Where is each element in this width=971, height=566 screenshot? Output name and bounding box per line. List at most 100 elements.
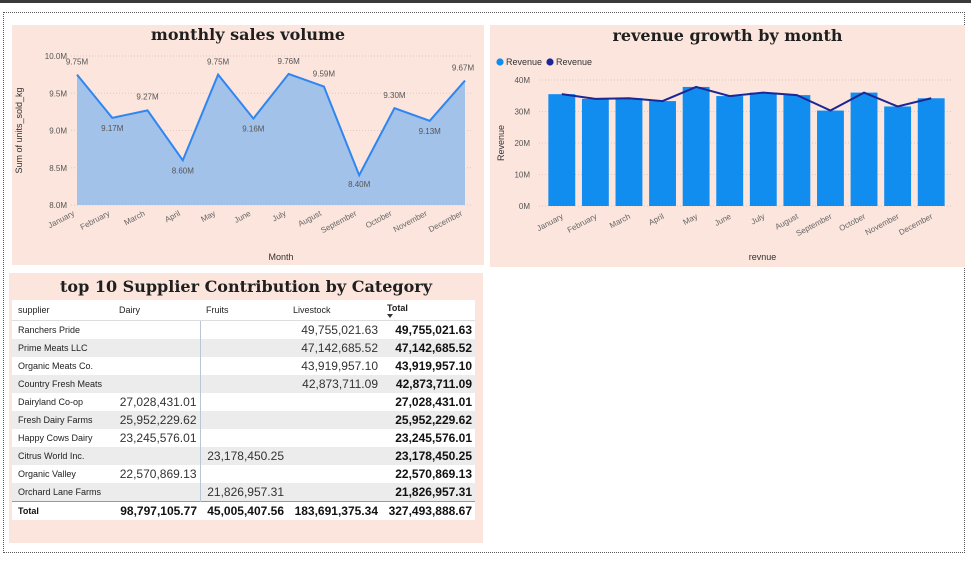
- cell-fruits: 23,178,450.25: [200, 447, 287, 465]
- sales-data-label: 9.30M: [383, 91, 406, 100]
- rev-bar: [548, 94, 576, 206]
- cell-fruits: [200, 339, 287, 357]
- table-row[interactable]: Prime Meats LLC 47,142,685.52 47,142,685.5…: [12, 339, 475, 357]
- sales-ytick-label: 9.0M: [49, 127, 67, 136]
- cell-total: 22,570,869.13: [381, 465, 475, 483]
- sales-data-label: 9.16M: [242, 125, 265, 134]
- cell-supplier: Happy Cows Dairy: [12, 429, 113, 447]
- rev-bar: [783, 95, 811, 206]
- cell-dairy: [113, 320, 201, 339]
- rev-xtick-label: July: [749, 212, 766, 227]
- table-row[interactable]: Orchard Lane Farms 21,826,957.31 21,826,95…: [12, 483, 475, 502]
- cell-total: 43,919,957.10: [381, 357, 475, 375]
- cell-livestock: [287, 393, 381, 411]
- rev-legend-marker: [546, 58, 554, 66]
- cell-livestock: [287, 465, 381, 483]
- rev-xtick-label: March: [608, 212, 632, 230]
- sales-xtick-label: March: [123, 209, 147, 227]
- sales-data-label: 9.76M: [278, 57, 301, 66]
- rev-ytick-label: 10M: [514, 171, 530, 180]
- sales-data-label: 8.60M: [172, 166, 195, 175]
- total-cell-livestock: 183,691,375.34: [287, 501, 381, 520]
- col-header-livestock[interactable]: Livestock: [287, 300, 381, 321]
- table-row[interactable]: Happy Cows Dairy 23,245,576.01 23,245,576.…: [12, 429, 475, 447]
- sales-series-line: [76, 72, 466, 178]
- table-row[interactable]: Ranchers Pride 49,755,021.63 49,755,021.63: [12, 320, 475, 339]
- cell-fruits: [200, 429, 287, 447]
- table-row[interactable]: Citrus World Inc. 23,178,450.25 23,178,450…: [12, 447, 475, 465]
- sales-data-label: 9.75M: [207, 58, 230, 67]
- cell-total: 47,142,685.52: [381, 339, 475, 357]
- table-row[interactable]: Country Fresh Meats 42,873,711.09 42,873,7…: [12, 375, 475, 393]
- col-header-fruits[interactable]: Fruits: [200, 300, 287, 321]
- cell-fruits: [200, 393, 287, 411]
- cell-dairy: 23,245,576.01: [113, 429, 201, 447]
- rev-x-axis-title: revnue: [749, 252, 777, 262]
- rev-bar: [817, 110, 844, 206]
- rev-xtick-label: September: [795, 212, 834, 238]
- cell-total: 23,178,450.25: [381, 447, 475, 465]
- window-top-bar: [0, 0, 971, 3]
- sales-data-label: 9.75M: [66, 58, 89, 67]
- cell-supplier: Citrus World Inc.: [12, 447, 113, 465]
- total-cell-label: Total: [12, 501, 113, 520]
- cell-total: 23,245,576.01: [381, 429, 475, 447]
- cell-dairy: 22,570,869.13: [113, 465, 201, 483]
- cell-supplier: Dairyland Co-op: [12, 393, 113, 411]
- cell-fruits: [200, 357, 287, 375]
- cell-fruits: [200, 411, 287, 429]
- rev-bar: [716, 96, 744, 206]
- cell-fruits: 21,826,957.31: [200, 483, 287, 502]
- cell-dairy: [113, 339, 201, 357]
- rev-y-axis-title: Revenue: [496, 125, 506, 161]
- col-header-supplier[interactable]: supplier: [12, 300, 113, 321]
- cell-dairy: [113, 357, 201, 375]
- col-header-dairy[interactable]: Dairy: [113, 300, 200, 321]
- rev-xtick-label: May: [681, 212, 699, 227]
- total-cell-total: 327,493,888.67: [381, 501, 475, 520]
- sales-xtick-label: August: [297, 208, 324, 228]
- rev-ytick-label: 40M: [514, 76, 530, 85]
- rev-xtick-label: January: [535, 212, 564, 233]
- col-header-total[interactable]: Total: [381, 300, 475, 321]
- cell-livestock: 49,755,021.63: [287, 320, 381, 339]
- cell-livestock: [287, 483, 381, 502]
- cell-fruits: [200, 375, 287, 393]
- sort-desc-icon: [387, 313, 393, 318]
- rev-bar: [917, 98, 945, 206]
- col-header-total-label: Total: [387, 302, 408, 313]
- table-row[interactable]: Fresh Dairy Farms 25,952,229.62 25,952,229…: [12, 411, 475, 429]
- sales-xtick-label: December: [427, 209, 464, 234]
- cell-supplier: Organic Valley: [12, 465, 113, 483]
- table-row[interactable]: Dairyland Co-op 27,028,431.01 27,028,431.0…: [12, 393, 475, 411]
- cell-fruits: [200, 320, 287, 339]
- cell-livestock: 43,919,957.10: [287, 357, 381, 375]
- cell-dairy: 27,028,431.01: [113, 393, 201, 411]
- table-row[interactable]: Organic Meats Co. 43,919,957.10 43,919,957…: [12, 357, 475, 375]
- sales-xtick-label: June: [233, 209, 253, 225]
- supplier-matrix-table: supplier Dairy Fruits Livestock Total Ra…: [12, 300, 475, 520]
- sales-xtick-label: October: [364, 209, 394, 230]
- revenue-bar-chart: 0M 10M 20M 30M 40M January February March April M…: [496, 57, 952, 262]
- table-row[interactable]: Organic Valley 22,570,869.13 22,570,869.13: [12, 465, 475, 483]
- cell-livestock: [287, 447, 381, 465]
- revenue-panel[interactable]: revenue growth by month 0M 10M 20M 30M 40M Ja…: [490, 25, 965, 267]
- sales-ytick-label: 8.0M: [49, 201, 67, 210]
- cell-supplier: Orchard Lane Farms: [12, 483, 113, 502]
- cell-supplier: Fresh Dairy Farms: [12, 411, 113, 429]
- sales-volume-panel[interactable]: monthly sales volume 8.0M 8.5M 9.0M 9.5M 10.…: [12, 25, 484, 265]
- sales-xtick-label: May: [199, 209, 217, 224]
- sales-data-label: 8.40M: [348, 180, 371, 189]
- cell-supplier: Ranchers Pride: [12, 320, 113, 339]
- rev-xtick-label: October: [838, 212, 868, 233]
- sales-data-label: 9.59M: [313, 70, 336, 79]
- sales-xtick-label: July: [271, 209, 288, 224]
- rev-xtick-label: February: [566, 212, 598, 235]
- rev-bar: [682, 86, 710, 206]
- cell-dairy: 25,952,229.62: [113, 411, 201, 429]
- rev-bar: [749, 92, 777, 206]
- cell-dairy: [113, 375, 201, 393]
- table-header-row: supplier Dairy Fruits Livestock Total: [12, 300, 475, 321]
- rev-bar: [884, 106, 912, 206]
- cell-supplier: Organic Meats Co.: [12, 357, 113, 375]
